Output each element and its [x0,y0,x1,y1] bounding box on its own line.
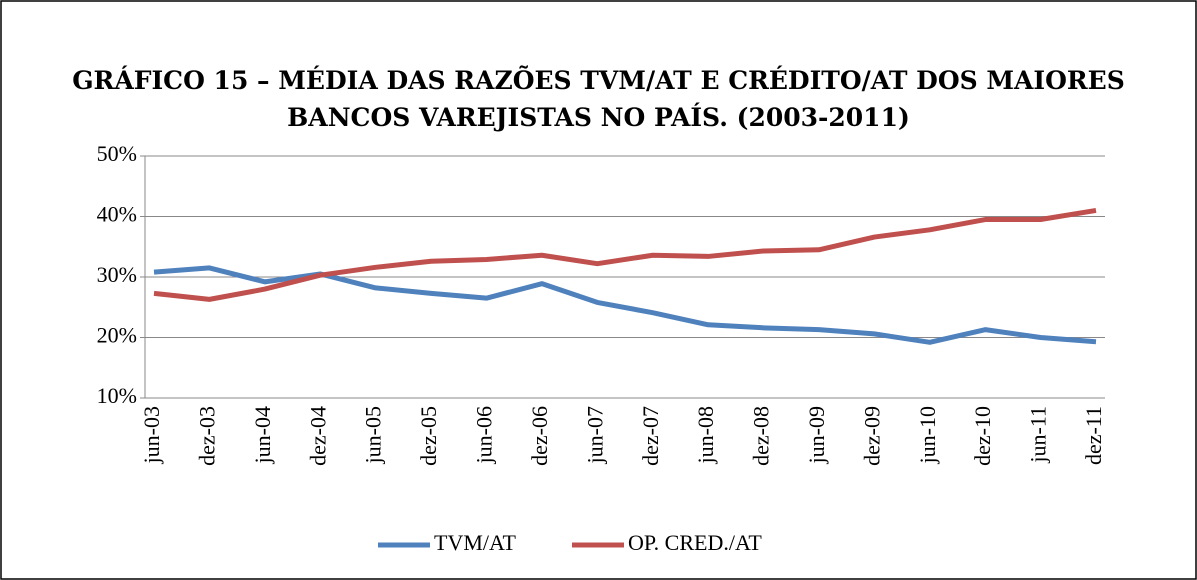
x-tick-label: dez-10 [970,406,995,466]
y-tick-label: 50% [97,141,137,166]
x-tick-label: jun-05 [361,406,386,464]
y-tick-label: 30% [97,262,137,287]
legend-label: TVM/AT [434,530,516,555]
x-tick-label: dez-09 [859,406,884,466]
y-tick-label: 20% [97,323,137,348]
x-tick-label: jun-07 [582,406,607,464]
x-tick-label: dez-03 [194,406,219,466]
line-series [153,207,1097,302]
x-tick-label: dez-08 [749,406,774,466]
x-tick-label: jun-04 [250,406,275,464]
x-tick-label: dez-05 [416,406,441,466]
x-tick-label: dez-07 [638,406,663,466]
x-tick-label: jun-08 [693,406,718,464]
y-tick-label: 40% [97,202,137,227]
x-tick-label: jun-09 [804,406,829,464]
x-tick-label: jun-10 [915,406,940,464]
chart-title: GRÁFICO 15 – MÉDIA DAS RAZÕES TVM/AT E C… [72,66,1125,132]
x-tick-label: dez-04 [305,406,330,466]
x-tick-label: jun-06 [472,406,497,464]
legend-label: OP. CRED./AT [628,530,762,555]
x-tick-label: jun-03 [139,406,164,464]
x-tick-label: jun-11 [1026,406,1051,464]
x-tick-label: dez-06 [527,406,552,466]
x-tick-label: dez-11 [1081,406,1106,465]
y-tick-label: 10% [97,383,137,408]
